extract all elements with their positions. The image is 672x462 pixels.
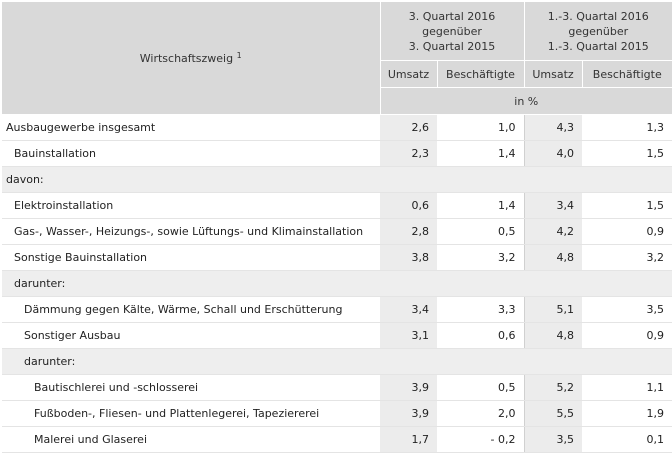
cell-value: 3,3 bbox=[437, 296, 524, 323]
cell-value: 5,1 bbox=[523, 296, 582, 323]
period-q1q3-line2: gegenüber bbox=[568, 24, 629, 38]
table-row: Bautischlerei und -schlosserei 3,9 0,5 5… bbox=[2, 374, 672, 401]
section-label: darunter: bbox=[2, 270, 672, 297]
cell-value: 1,0 bbox=[437, 114, 524, 141]
header-period-q1-q3: 1.-3. Quartal 2016 gegenüber 1.-3. Quartal… bbox=[523, 2, 672, 61]
cell-value: 2,3 bbox=[380, 140, 437, 167]
row-label: Bautischlerei und -schlosserei bbox=[2, 374, 380, 401]
section-label: darunter: bbox=[2, 348, 672, 375]
section-row: darunter: bbox=[2, 270, 672, 297]
cell-value: 2,0 bbox=[437, 400, 524, 427]
cell-value: 1,7 bbox=[380, 426, 437, 453]
cell-value: 4,8 bbox=[523, 244, 582, 271]
row-label: Dämmung gegen Kälte, Wärme, Schall und E… bbox=[2, 296, 380, 323]
cell-value: 3,1 bbox=[380, 322, 437, 349]
table-row: Dämmung gegen Kälte, Wärme, Schall und E… bbox=[2, 296, 672, 323]
period-q3-line1: 3. Quartal 2016 bbox=[408, 9, 496, 23]
col-header-beschaeftigte: Beschäftigte bbox=[581, 60, 672, 88]
cell-value: 3,5 bbox=[582, 296, 672, 323]
cell-value: 0,5 bbox=[437, 218, 524, 245]
cell-value: 0,5 bbox=[437, 374, 524, 401]
table-row: Sonstige Bauinstallation 3,8 3,2 4,8 3,2 bbox=[2, 244, 672, 271]
cell-value: 0,1 bbox=[582, 426, 672, 453]
row-label: Bauinstallation bbox=[2, 140, 380, 167]
period-q3-line2: gegenüber bbox=[422, 24, 482, 38]
unit-label: in % bbox=[379, 87, 672, 115]
cell-value: 0,6 bbox=[437, 322, 524, 349]
cell-value: 2,8 bbox=[380, 218, 437, 245]
statistics-table: Wirtschaftszweig 1 3. Quartal 2016 gegenü… bbox=[2, 2, 672, 453]
table-row: Malerei und Glaserei 1,7 - 0,2 3,5 0,1 bbox=[2, 426, 672, 453]
cell-value: 4,8 bbox=[523, 322, 582, 349]
cell-value: 1,9 bbox=[582, 400, 672, 427]
table-row: Elektroinstallation 0,6 1,4 3,4 1,5 bbox=[2, 192, 672, 219]
col-header-umsatz: Umsatz bbox=[523, 60, 582, 88]
cell-value: 3,2 bbox=[582, 244, 672, 271]
cell-value: 3,4 bbox=[523, 192, 582, 219]
cell-value: 3,9 bbox=[380, 374, 437, 401]
cell-value: 3,5 bbox=[523, 426, 582, 453]
header-period-q3: 3. Quartal 2016 gegenüber 3. Quartal 2015 bbox=[379, 2, 524, 61]
cell-value: 3,9 bbox=[380, 400, 437, 427]
cell-value: 3,2 bbox=[437, 244, 524, 271]
section-row: davon: bbox=[2, 166, 672, 193]
cell-value: 3,4 bbox=[380, 296, 437, 323]
section-row: darunter: bbox=[2, 348, 672, 375]
row-label: Fußboden-, Fliesen- und Plattenlegerei, … bbox=[2, 400, 380, 427]
cell-value: 4,2 bbox=[523, 218, 582, 245]
table-row: Ausbaugewerbe insgesamt 2,6 1,0 4,3 1,3 bbox=[2, 114, 672, 141]
cell-value: 4,3 bbox=[523, 114, 582, 141]
col-header-umsatz: Umsatz bbox=[379, 60, 437, 88]
header-wirtschaftszweig: Wirtschaftszweig 1 bbox=[2, 2, 380, 115]
table-row: Bauinstallation 2,3 1,4 4,0 1,5 bbox=[2, 140, 672, 167]
cell-value: 1,5 bbox=[582, 140, 672, 167]
row-label: Sonstige Bauinstallation bbox=[2, 244, 380, 271]
period-q1q3-line1: 1.-3. Quartal 2016 bbox=[547, 9, 649, 23]
cell-value: 1,1 bbox=[582, 374, 672, 401]
cell-value: 4,0 bbox=[523, 140, 582, 167]
cell-value: 0,9 bbox=[582, 322, 672, 349]
cell-value: 1,5 bbox=[582, 192, 672, 219]
cell-value: 0,9 bbox=[582, 218, 672, 245]
period-q3-line3: 3. Quartal 2015 bbox=[408, 39, 496, 53]
col-header-beschaeftigte: Beschäftigte bbox=[436, 60, 524, 88]
row-label: Sonstiger Ausbau bbox=[2, 322, 380, 349]
cell-value: 2,6 bbox=[380, 114, 437, 141]
cell-value: - 0,2 bbox=[437, 426, 524, 453]
cell-value: 5,5 bbox=[523, 400, 582, 427]
table-row: Gas-, Wasser-, Heizungs-, sowie Lüftungs… bbox=[2, 218, 672, 245]
table-row: Fußboden-, Fliesen- und Plattenlegerei, … bbox=[2, 400, 672, 427]
row-label: Elektroinstallation bbox=[2, 192, 380, 219]
header-row-label: Wirtschaftszweig bbox=[139, 52, 234, 65]
footnote-marker: 1 bbox=[236, 51, 242, 60]
row-label: Ausbaugewerbe insgesamt bbox=[2, 114, 380, 141]
cell-value: 1,4 bbox=[437, 140, 524, 167]
row-label: Malerei und Glaserei bbox=[2, 426, 380, 453]
cell-value: 0,6 bbox=[380, 192, 437, 219]
cell-value: 1,3 bbox=[582, 114, 672, 141]
section-label: davon: bbox=[2, 166, 672, 193]
cell-value: 1,4 bbox=[437, 192, 524, 219]
period-q1q3-line3: 1.-3. Quartal 2015 bbox=[547, 39, 649, 53]
cell-value: 3,8 bbox=[380, 244, 437, 271]
row-label: Gas-, Wasser-, Heizungs-, sowie Lüftungs… bbox=[2, 218, 380, 245]
table-row: Sonstiger Ausbau 3,1 0,6 4,8 0,9 bbox=[2, 322, 672, 349]
cell-value: 5,2 bbox=[523, 374, 582, 401]
